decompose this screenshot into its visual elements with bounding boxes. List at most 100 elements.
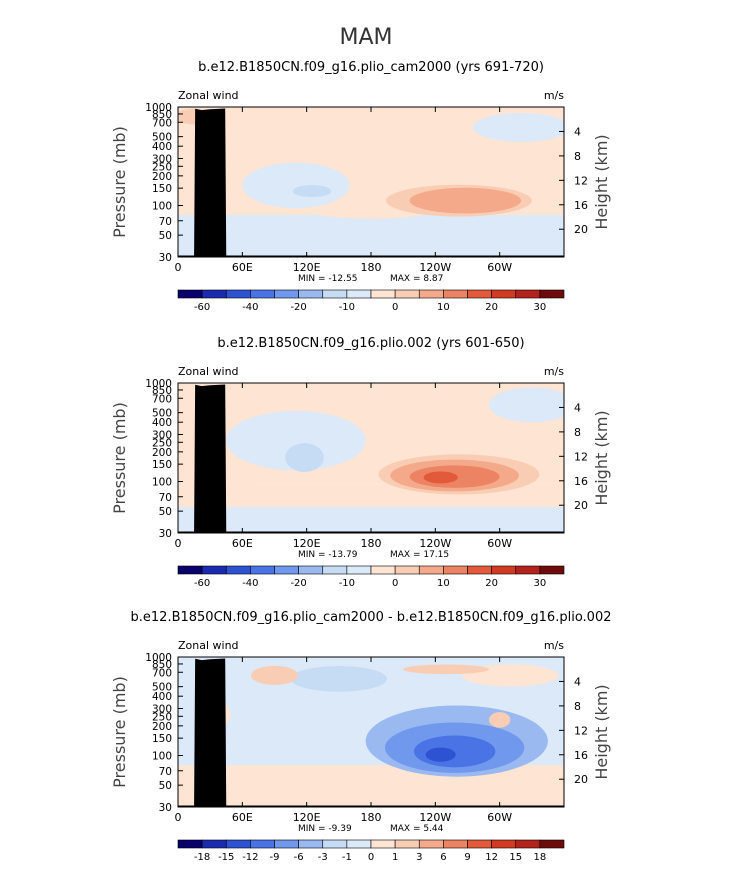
contour-region-3: [242, 162, 350, 209]
variable-label: Zonal wind: [178, 639, 239, 652]
lon-tick-label: 120W: [419, 811, 451, 824]
colorbar-box: [201, 839, 227, 849]
lon-tick-label: 180: [361, 811, 382, 824]
panel-1: b.e12.B1850CN.f09_g16.plio_cam2000 (yrs …: [110, 60, 611, 313]
y-axis-title: Pressure (mb): [110, 402, 129, 514]
pressure-tick-label: 250: [152, 437, 172, 449]
colorbar-label: 0: [392, 578, 398, 589]
pressure-tick-label: 850: [152, 385, 172, 397]
colorbar-label: 30: [534, 578, 547, 589]
colorbar: -60 -40 -20 -10 0 10 20 30: [177, 289, 565, 313]
pressure-tick-label: 100: [152, 750, 172, 762]
colorbar-box: [467, 839, 492, 849]
y2-axis-title: Height (km): [592, 684, 611, 779]
colorbar-box: [539, 565, 565, 575]
lon-tick-label: 120E: [293, 811, 321, 824]
panel-title: b.e12.B1850CN.f09_g16.plio.002 (yrs 601-…: [217, 336, 524, 351]
colorbar-box: [491, 289, 517, 299]
colorbar-label: 20: [485, 578, 498, 589]
pressure-tick-label: 250: [152, 161, 172, 173]
colorbar-label: -18: [194, 852, 210, 863]
pressure-tick-label: 1000: [145, 378, 172, 390]
height-tick-label: 16: [574, 475, 588, 488]
colorbar-box: [370, 839, 396, 849]
contour-region-4: [292, 185, 332, 198]
colorbar-box: [225, 839, 251, 849]
panel-title: b.e12.B1850CN.f09_g16.plio_cam2000 - b.e…: [131, 610, 612, 625]
panel-2: b.e12.B1850CN.f09_g16.plio.002 (yrs 601-…: [110, 336, 611, 589]
panel-3: b.e12.B1850CN.f09_g16.plio_cam2000 - b.e…: [110, 610, 611, 863]
colorbar-label: -10: [339, 302, 355, 313]
colorbar-label: -12: [242, 852, 258, 863]
colorbar-box: [539, 289, 565, 299]
lon-tick-label: 60E: [232, 261, 253, 274]
height-tick-label: 16: [574, 199, 588, 212]
height-tick-label: 12: [574, 724, 588, 737]
colorbar-box: [177, 839, 203, 849]
colorbar-label: -15: [218, 852, 234, 863]
colorbar-label: -20: [290, 302, 306, 313]
pressure-tick-label: 300: [152, 430, 172, 442]
units-label: m/s: [544, 89, 564, 102]
lon-tick-label: 120W: [419, 261, 451, 274]
colorbar-box: [298, 839, 324, 849]
lon-tick-label: 60W: [487, 261, 512, 274]
colorbar-box: [250, 839, 275, 849]
height-tick-label: 12: [574, 450, 588, 463]
colorbar-label: 10: [437, 302, 450, 313]
units-label: m/s: [544, 365, 564, 378]
pressure-tick-label: 30: [159, 528, 172, 540]
height-tick-label: 16: [574, 749, 588, 762]
colorbar-label: 3: [416, 852, 422, 863]
colorbar-label: 9: [464, 852, 470, 863]
colorbar-box: [443, 565, 468, 575]
contour-region-7: [409, 187, 522, 214]
colorbar-label: 0: [368, 852, 374, 863]
panel-title: b.e12.B1850CN.f09_g16.plio_cam2000 (yrs …: [198, 60, 544, 75]
colorbar-label: -9: [270, 852, 280, 863]
colorbar-box: [515, 839, 541, 849]
contour-region-7: [425, 747, 456, 762]
height-tick-label: 4: [574, 401, 581, 414]
contour-region-4: [285, 443, 324, 472]
lon-tick-label: 120E: [293, 261, 321, 274]
colorbar-label: -60: [194, 302, 210, 313]
height-tick-label: 8: [574, 700, 581, 713]
colorbar: -18 -15 -12 -9 -6 -3 -1 0 1 3 6 9 12 15 18: [177, 839, 565, 863]
colorbar-box: [467, 565, 492, 575]
colorbar-box: [418, 289, 444, 299]
contour-region-3: [290, 666, 388, 692]
pressure-tick-label: 700: [152, 667, 172, 679]
colorbar-box: [201, 565, 227, 575]
colorbar-label: -60: [194, 578, 210, 589]
pressure-tick-label: 150: [152, 733, 172, 745]
colorbar-box: [274, 839, 299, 849]
colorbar-label: 30: [534, 302, 547, 313]
colorbar-label: -10: [339, 578, 355, 589]
contour-region-5: [472, 113, 564, 142]
colorbar-label: -40: [242, 578, 258, 589]
y-axis-title: Pressure (mb): [110, 126, 129, 238]
colorbar-box: [177, 289, 203, 299]
terrain: [194, 108, 227, 257]
colorbar-label: 20: [485, 302, 498, 313]
colorbar-box: [177, 565, 203, 575]
pressure-tick-label: 50: [159, 780, 172, 792]
height-tick-label: 20: [574, 223, 588, 236]
colorbar-box: [346, 565, 372, 575]
lon-tick-label: 120E: [293, 537, 321, 550]
colorbar-box: [467, 289, 492, 299]
colorbar-label: 12: [485, 852, 498, 863]
colorbar-box: [491, 565, 517, 575]
pressure-tick-label: 30: [159, 802, 172, 814]
colorbar-box: [418, 565, 444, 575]
colorbar-box: [250, 565, 275, 575]
max-label: MAX = 8.87: [390, 274, 443, 284]
variable-label: Zonal wind: [178, 89, 239, 102]
colorbar-box: [443, 289, 468, 299]
contour-region-9: [488, 387, 564, 423]
pressure-tick-label: 70: [159, 492, 172, 504]
terrain: [194, 658, 227, 807]
colorbar-box: [394, 839, 420, 849]
